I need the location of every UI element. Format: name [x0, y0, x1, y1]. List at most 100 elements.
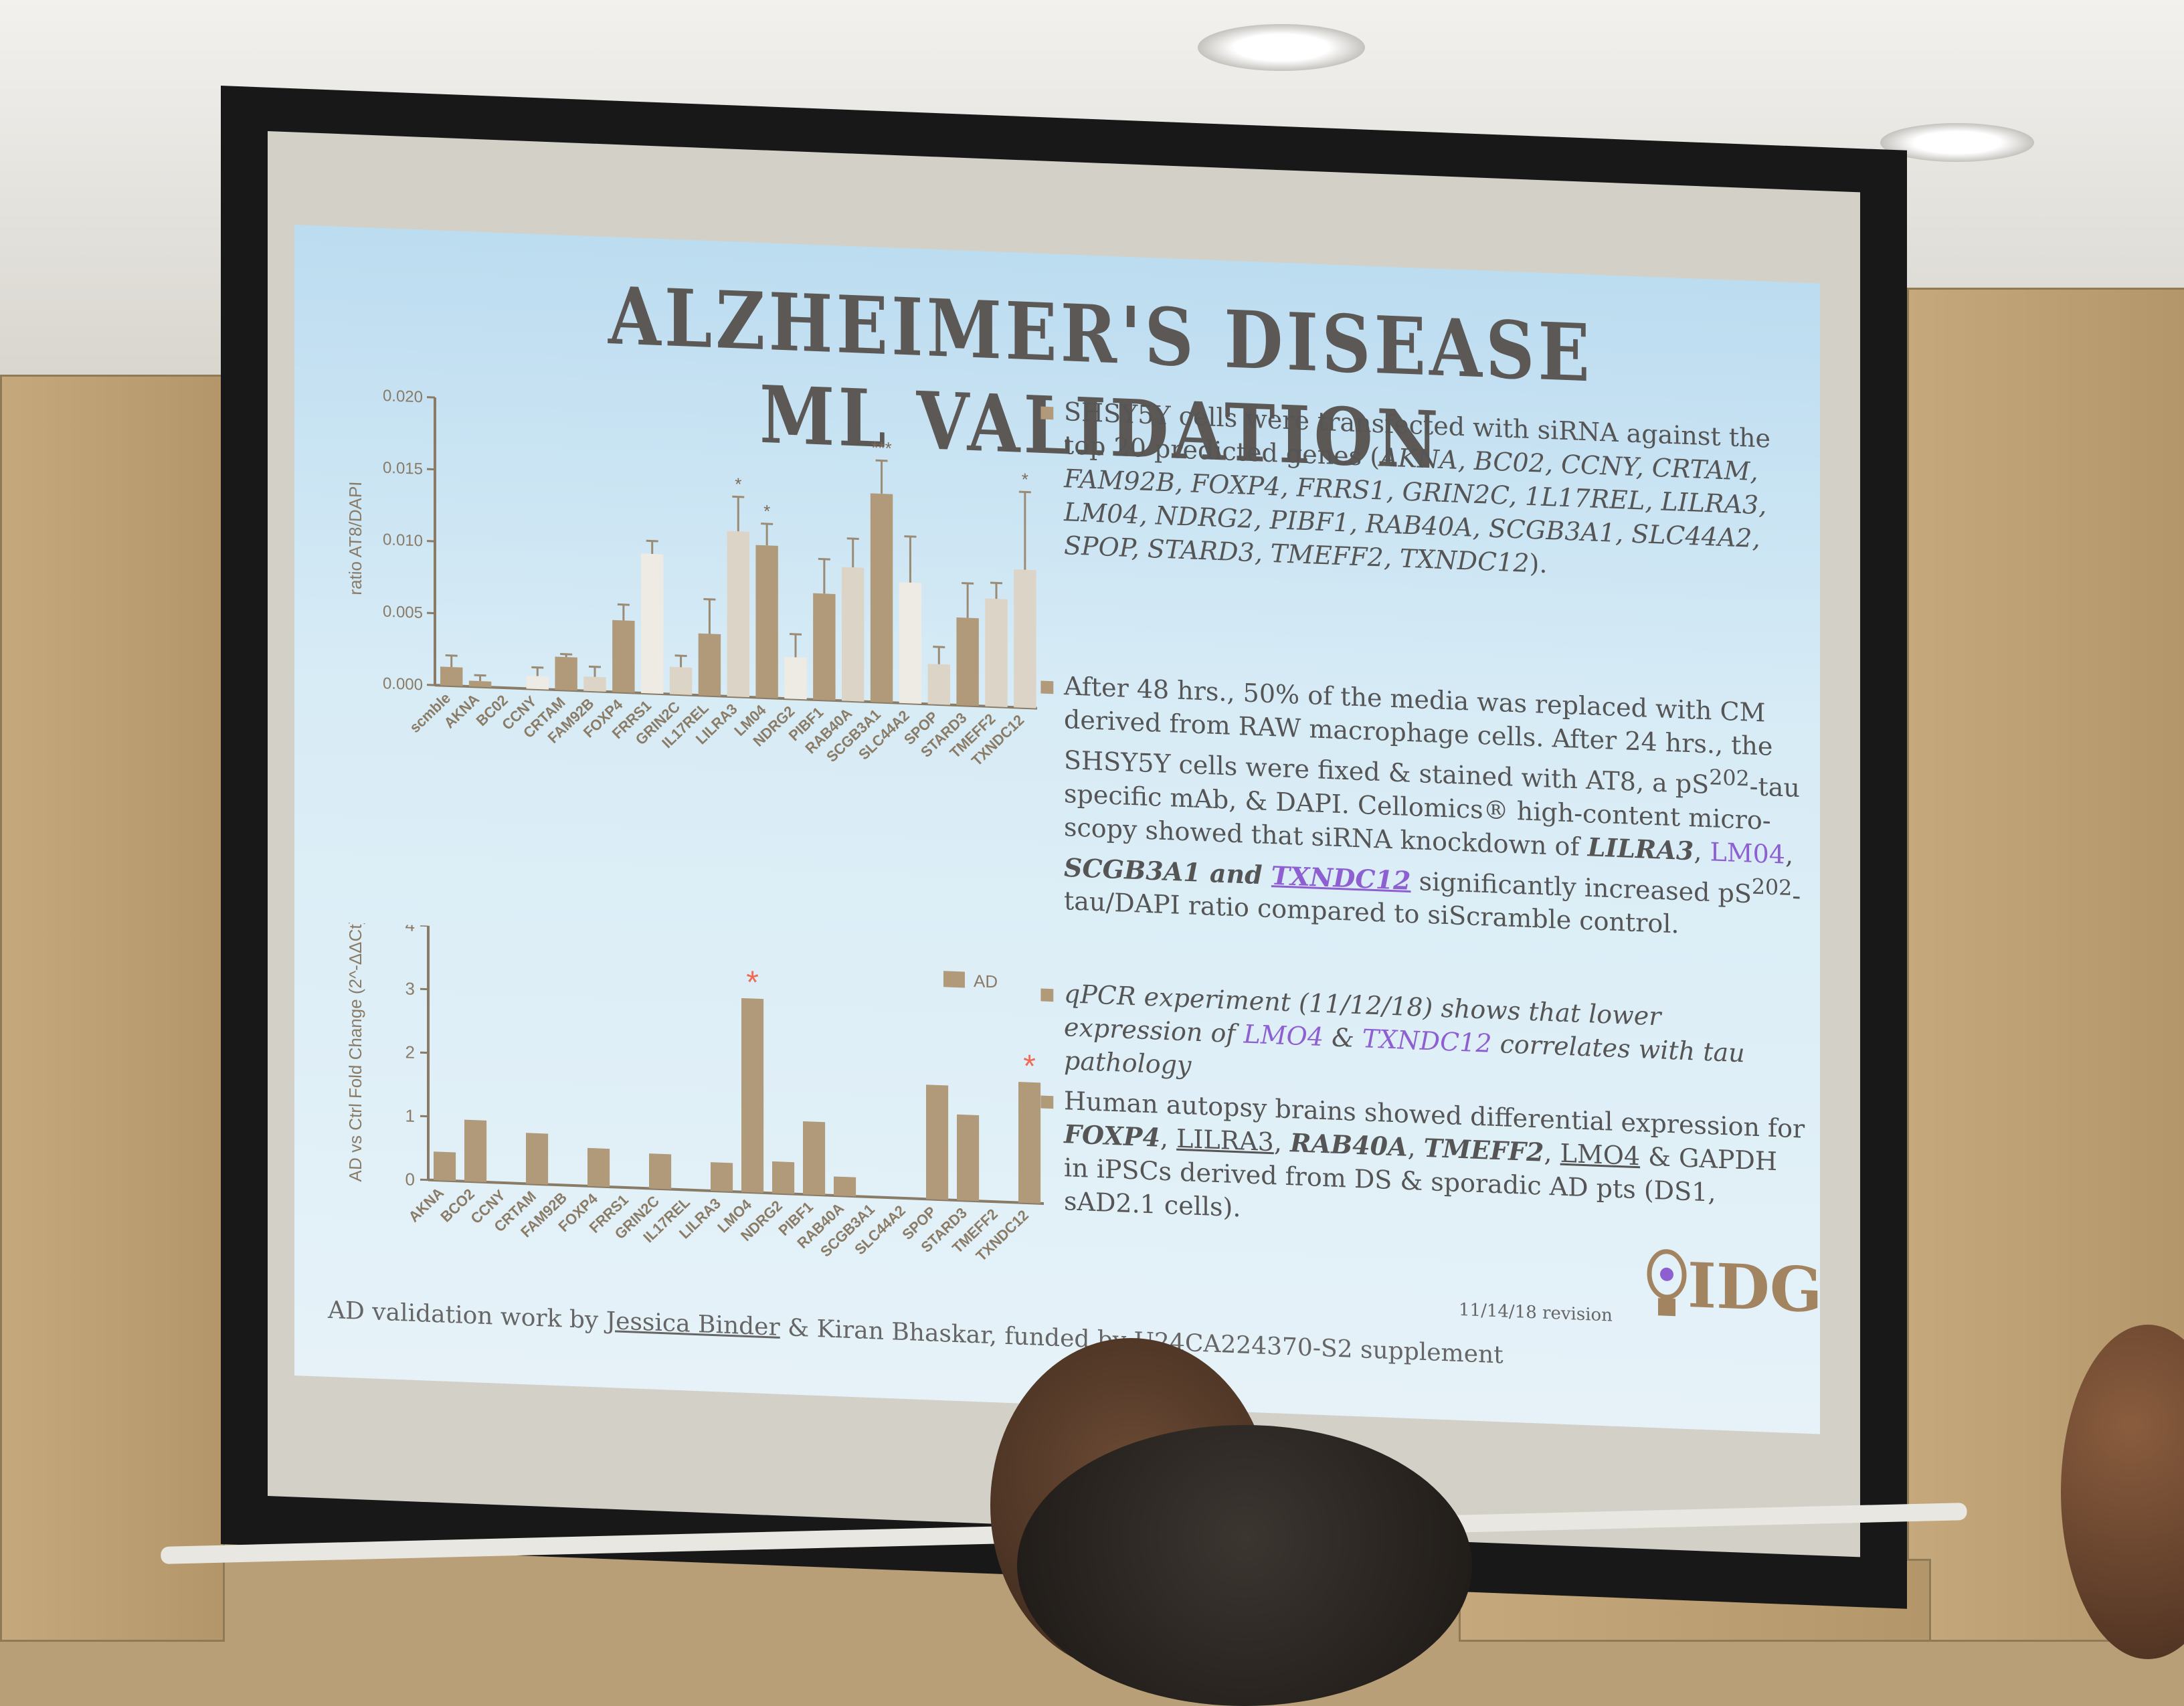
significance-marker: * — [1022, 469, 1028, 489]
significance-marker: * — [763, 501, 770, 521]
y-axis-label: ratio AT8/DAPI — [345, 481, 365, 595]
bar — [928, 664, 950, 704]
error-cap — [933, 647, 945, 648]
bullet-text: LM04 — [1710, 837, 1785, 869]
bullet-media-replacement: ▪After 48 hrs., 50% of the media was rep… — [1064, 669, 1807, 946]
error-cap — [474, 675, 486, 676]
ceiling-light — [1198, 24, 1365, 71]
bullet-transfection: ▪SHSY5Y cells were transfected with siRN… — [1064, 395, 1807, 591]
bullet-text: , — [1274, 1127, 1290, 1157]
bar — [641, 553, 663, 694]
bar — [583, 676, 606, 692]
bar — [727, 531, 749, 698]
fold-change-bar-chart: 0 1 2 3 4 AD vs Ctrl Fold Change (2^-ΔΔCt) AD A… — [321, 922, 1057, 1285]
legend-label: AD — [974, 971, 998, 991]
bar — [842, 567, 864, 701]
bullet-text: After 48 hrs., 50% of the media was repl… — [1064, 671, 1772, 799]
bullet-text: ). — [1530, 549, 1548, 579]
y-tick-label: 3 — [405, 978, 415, 999]
error-cap — [790, 634, 802, 635]
significance-marker: * — [746, 965, 759, 1001]
bar — [985, 598, 1007, 707]
footer-prefix: AD validation work by — [328, 1297, 606, 1335]
bar — [784, 657, 806, 700]
bar — [464, 1120, 486, 1182]
bar — [772, 1161, 794, 1194]
bar — [803, 1121, 825, 1196]
bullet-marker: ▪ — [1038, 394, 1056, 428]
bar — [699, 634, 721, 696]
bar — [813, 593, 835, 700]
y-axis-label: AD vs Ctrl Fold Change (2^-ΔΔCt) — [345, 922, 365, 1182]
bullet-text: LILRA3 — [1588, 832, 1694, 866]
bullet-text: FOXP4 — [1064, 1119, 1160, 1153]
bar — [440, 666, 462, 686]
bullet-qpcr: ▪qPCR experiment (11/12/18) shows that l… — [1064, 977, 1807, 1106]
bullet-text: , — [1544, 1138, 1560, 1168]
bullet-marker: ▪ — [1038, 668, 1056, 702]
bar — [555, 657, 577, 691]
bar — [649, 1153, 671, 1190]
bullet-text: , — [1785, 840, 1793, 869]
y-tick-label: 0.000 — [383, 674, 423, 694]
wall-panel — [0, 375, 225, 1642]
error-cap — [560, 654, 572, 655]
y-tick-label: 2 — [405, 1042, 415, 1062]
bullet-text: , — [1408, 1133, 1424, 1163]
bar — [956, 618, 978, 706]
bullet-text: 202 — [1709, 765, 1749, 791]
bullet-text: , — [1694, 836, 1710, 866]
bar — [926, 1084, 948, 1200]
revision-date: 11/14/18 revision — [1459, 1300, 1613, 1326]
lightbulb-icon — [1646, 1247, 1688, 1322]
bullet-text: , — [1160, 1123, 1176, 1153]
bullet-text: LMO4 — [1560, 1139, 1640, 1171]
y-tick-label: 0 — [405, 1169, 415, 1190]
error-cap — [531, 667, 543, 668]
bar — [741, 998, 763, 1193]
y-tick-label: 0.005 — [383, 603, 423, 622]
bullet-text: 202 — [1752, 874, 1792, 900]
footer-author: Jessica Binder — [606, 1307, 780, 1341]
y-tick-label: 0.015 — [383, 459, 423, 478]
bar — [834, 1176, 856, 1196]
footer-credits: AD validation work by Jessica Binder & K… — [328, 1297, 1504, 1369]
bar — [434, 1151, 456, 1181]
idg-logo: IDG — [1646, 1247, 1822, 1327]
bar — [1014, 569, 1036, 708]
error-cap — [761, 524, 773, 525]
audience-head — [1017, 1425, 1472, 1706]
significance-marker: *** — [871, 438, 891, 458]
y-tick-label: 4 — [405, 922, 415, 935]
legend-swatch — [943, 971, 965, 987]
bar — [670, 667, 692, 695]
bullet-text: LILRA3 — [1176, 1124, 1274, 1157]
bar — [469, 680, 491, 687]
bar — [957, 1115, 979, 1202]
bullet-text: TXNDC12 — [1271, 860, 1411, 895]
x-tick-label: AKNA — [405, 1184, 447, 1226]
significance-marker: * — [735, 474, 741, 494]
significance-marker: * — [1023, 1048, 1036, 1084]
bar — [899, 582, 921, 704]
error-cap — [732, 496, 744, 497]
y-tick-label: 0.020 — [383, 387, 423, 406]
bullet-text: TMEFF2 — [1424, 1133, 1544, 1167]
y-tick-label: 1 — [405, 1105, 415, 1126]
y-tick-label: 0.010 — [383, 531, 423, 550]
bullet-text: RAB40A — [1290, 1127, 1408, 1162]
idg-logo-text: IDG — [1688, 1249, 1822, 1327]
bullet-marker: ▪ — [1038, 976, 1056, 1010]
bar — [526, 1133, 548, 1184]
bar — [587, 1148, 610, 1187]
bar — [527, 676, 549, 690]
bullet-marker: ▪ — [1038, 1083, 1056, 1117]
error-cap — [618, 604, 630, 605]
bar — [871, 493, 893, 702]
bar — [1018, 1082, 1040, 1204]
bullet-text: LMO4 — [1244, 1019, 1324, 1052]
bar — [755, 545, 778, 698]
bar — [612, 620, 634, 693]
bullet-autopsy: ▪Human autopsy brains showed differentia… — [1064, 1084, 1807, 1246]
